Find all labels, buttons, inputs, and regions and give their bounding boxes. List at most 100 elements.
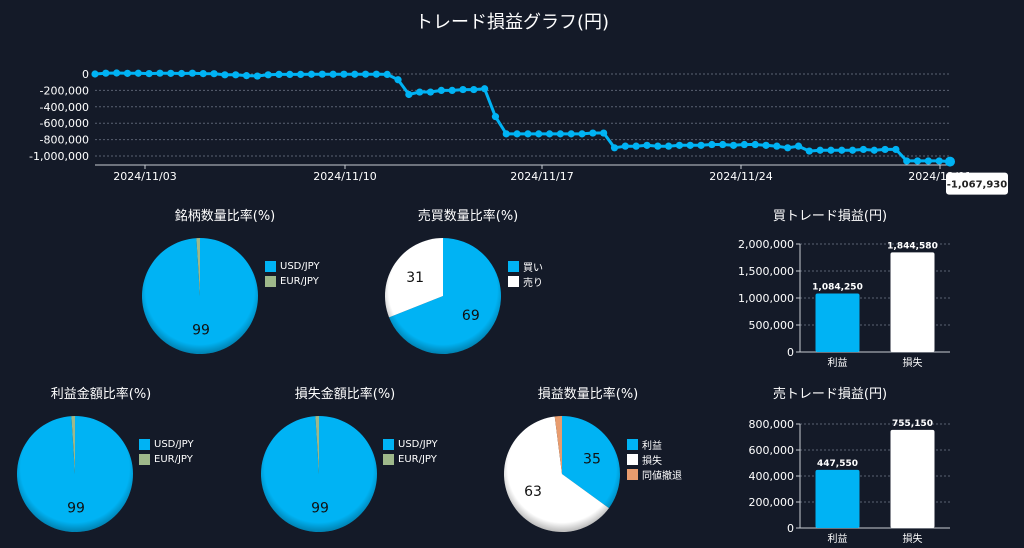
pl-data-point [945, 156, 955, 167]
pl-data-point [361, 70, 370, 78]
y-tick-label: 600,000 [749, 444, 795, 457]
pie-rieki-legend: USD/JPY EUR/JPY [139, 437, 194, 467]
y-tick-label: 1,000,000 [738, 292, 794, 305]
pl-data-point [859, 145, 868, 154]
legend-swatch [508, 275, 519, 287]
pl-data-point [253, 72, 261, 80]
pie-baibai-chart: 6931 [385, 238, 501, 354]
pl-data-point [556, 130, 564, 138]
pl-data-point [232, 71, 240, 79]
pl-data-point [545, 130, 554, 138]
y-tick-label: 0 [787, 522, 794, 535]
legend-item: EUR/JPY [139, 452, 194, 466]
pl-data-point [719, 140, 727, 149]
legend-label: EUR/JPY [280, 275, 319, 287]
bar [815, 469, 860, 528]
pl-data-point [188, 69, 197, 77]
bar-value-label: 1,084,250 [812, 282, 863, 292]
pie-soneki-chart: 3563 [504, 416, 620, 532]
pl-data-point [210, 70, 218, 78]
pl-data-point [524, 130, 532, 138]
pie-meigara-title: 銘柄数量比率(%) [174, 209, 276, 224]
pl-data-point [123, 69, 132, 77]
legend-label: 利益 [642, 440, 662, 452]
legend-swatch [139, 453, 150, 465]
legend-item: 損失 [627, 452, 682, 467]
y-tick-label: -1,000,000 [29, 150, 89, 163]
bar [890, 252, 935, 352]
legend-item: USD/JPY [265, 259, 320, 273]
pl-data-point [156, 69, 164, 77]
legend-label: EUR/JPY [154, 453, 193, 465]
pl-data-point [600, 129, 608, 137]
pie-baibai-legend: 買い 売り [508, 259, 543, 289]
pie-shade-overlay [17, 416, 133, 532]
pie-soneki-title: 損益数量比率(%) [537, 387, 639, 402]
legend-label: EUR/JPY [398, 453, 437, 465]
bar [815, 293, 860, 352]
pl-data-point [924, 157, 932, 165]
pl-data-point [870, 146, 878, 154]
pl-data-point [221, 71, 229, 79]
bar-sell-chart: 0 200,000 400,000 600,000 800,000 447,550 利益 75… [749, 418, 950, 545]
pl-data-point [113, 69, 121, 77]
pl-data-point [372, 70, 380, 78]
y-tick-label: -400,000 [40, 101, 89, 114]
pl-data-point [838, 146, 846, 154]
legend-item: 買い [508, 259, 543, 274]
x-tick-label: 2024/11/10 [313, 170, 376, 183]
pl-data-point [848, 146, 857, 154]
legend-label: USD/JPY [280, 260, 320, 272]
pl-data-point [773, 142, 781, 150]
pie-shade-overlay [261, 416, 377, 532]
pl-data-point [827, 146, 835, 154]
x-tick-label: 利益 [828, 356, 848, 369]
pie-meigara-legend: USD/JPY EUR/JPY [265, 259, 320, 289]
bar [890, 429, 935, 528]
pl-data-point [621, 142, 629, 150]
legend-item: 売り [508, 274, 543, 289]
pl-data-point [383, 70, 391, 79]
legend-swatch [627, 453, 638, 465]
pl-data-point [318, 70, 326, 78]
x-tick-label: 損失 [903, 356, 923, 369]
pl-data-point [751, 140, 759, 149]
pl-data-point [502, 130, 510, 138]
legend-item: EUR/JPY [265, 274, 320, 288]
legend-item: USD/JPY [383, 437, 438, 451]
pie-sonshitsu-chart: 99 [261, 416, 377, 532]
pl-data-point [491, 113, 500, 121]
y-tick-label: -600,000 [40, 117, 89, 130]
legend-swatch [383, 438, 394, 450]
bar-buy-title: 買トレード損益(円) [772, 209, 888, 224]
last-value-label: -1,067,930 [947, 180, 1007, 191]
legend-swatch [627, 468, 638, 480]
pie-meigara-chart: 99 [142, 238, 258, 354]
legend-swatch [627, 438, 638, 450]
pl-data-point [697, 141, 705, 149]
pl-data-point [567, 130, 575, 138]
pl-data-point [329, 70, 337, 78]
y-tick-label: 200,000 [749, 496, 795, 509]
pl-data-point [740, 140, 748, 149]
cumulative-line-chart: 0 -200,000 -400,000 -600,000 -800,000 -1,000,… [29, 68, 1008, 195]
x-tick-label: 2024/11/17 [510, 170, 573, 183]
main-title: トレード損益グラフ(円) [414, 12, 610, 33]
legend-item: 同値撤退 [627, 467, 682, 482]
pl-data-point [448, 86, 456, 94]
pl-data-point [892, 145, 900, 154]
y-tick-label: -800,000 [40, 134, 89, 147]
y-tick-label: 800,000 [749, 418, 795, 431]
pl-data-point [675, 141, 684, 149]
pl-data-point [784, 144, 792, 152]
pie-rieki-title: 利益金額比率(%) [50, 387, 152, 402]
pl-data-point [459, 85, 467, 94]
x-tick-label: 2024/11/03 [113, 170, 176, 183]
y-tick-label: 0 [82, 68, 89, 81]
bar-value-label: 755,150 [892, 419, 933, 429]
pl-data-point [816, 146, 824, 154]
bar-buy-chart: 0 500,000 1,000,000 1,500,000 2,000,000 1,084… [738, 238, 950, 369]
legend-item: EUR/JPY [383, 452, 438, 466]
legend-item: USD/JPY [139, 437, 194, 451]
legend-swatch [383, 453, 394, 465]
